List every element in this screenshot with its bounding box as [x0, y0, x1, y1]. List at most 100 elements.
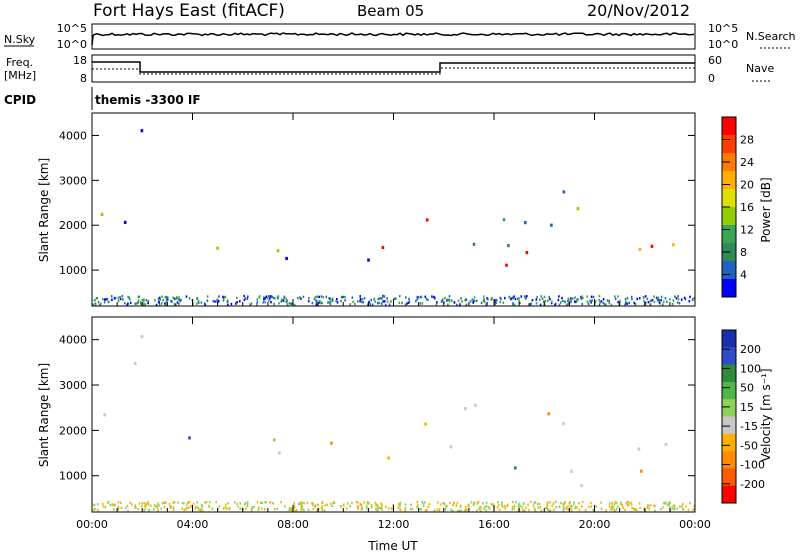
echo-cell	[689, 502, 691, 505]
echo-cell	[156, 506, 159, 509]
echo-cell	[668, 501, 671, 504]
echo-cell	[94, 299, 96, 302]
echo-cell	[147, 299, 150, 303]
echo-cell	[656, 298, 659, 302]
echo-cell	[505, 263, 508, 267]
echo-cell	[568, 502, 571, 505]
echo-cell	[160, 507, 163, 510]
echo-cell	[162, 299, 164, 302]
echo-cell	[681, 507, 684, 511]
echo-cell	[114, 503, 116, 506]
echo-cell	[610, 508, 612, 511]
echo-cell	[140, 302, 142, 306]
echo-cell	[551, 504, 554, 507]
echo-cell	[177, 501, 179, 504]
echo-cell	[625, 501, 628, 505]
echo-cell	[258, 295, 261, 298]
power-x-ticks	[91, 113, 696, 306]
echo-cell	[586, 300, 589, 303]
echo-cell	[570, 509, 573, 512]
echo-cell	[448, 295, 451, 298]
echo-cell	[446, 298, 448, 301]
echo-cell	[170, 299, 172, 303]
echo-cell	[541, 297, 544, 300]
echo-cell	[453, 301, 456, 304]
echo-cell	[579, 296, 582, 299]
echo-cell	[106, 297, 108, 301]
echo-cell	[486, 303, 488, 306]
echo-cell	[245, 507, 247, 510]
echo-cell	[378, 506, 380, 509]
colorbar-swatch	[722, 416, 736, 435]
nsky-tick-bottom: 10^0	[57, 38, 87, 51]
echo-cell	[687, 508, 690, 512]
echo-cell	[379, 297, 381, 300]
echo-cell	[186, 501, 189, 505]
echo-cell	[428, 503, 431, 506]
echo-cell	[216, 246, 219, 250]
echo-cell	[408, 297, 410, 301]
echo-cell	[268, 299, 270, 302]
echo-cell	[154, 505, 157, 508]
echo-cell	[592, 295, 595, 299]
echo-cell	[320, 301, 322, 305]
echo-cell	[375, 503, 377, 507]
echo-cell	[293, 502, 295, 505]
velocity-colorbar-label: Velocity [m s⁻¹]	[759, 368, 773, 461]
echo-cell	[563, 506, 565, 510]
echo-cell	[594, 299, 597, 303]
echo-cell	[257, 508, 260, 512]
echo-cell	[602, 298, 605, 301]
echo-cell	[398, 294, 401, 298]
echo-cell	[501, 501, 503, 504]
echo-cell	[204, 501, 206, 504]
echo-cell	[283, 297, 285, 300]
echo-cell	[477, 500, 480, 504]
echo-cell	[197, 301, 200, 304]
echo-cell	[161, 295, 163, 298]
echo-cell	[381, 508, 383, 511]
echo-cell	[614, 297, 617, 301]
echo-cell	[476, 502, 478, 505]
freq-trace	[92, 61, 695, 73]
echo-cell	[359, 297, 362, 301]
echo-cell	[539, 303, 542, 306]
echo-cell	[218, 295, 220, 298]
echo-cell	[165, 301, 168, 304]
echo-cell	[482, 502, 484, 505]
echo-cell	[459, 504, 462, 507]
echo-cell	[170, 505, 173, 509]
echo-cell	[378, 301, 381, 305]
echo-cell	[166, 296, 169, 299]
echo-cell	[554, 303, 556, 306]
echo-cell	[359, 300, 361, 303]
echo-cell	[256, 303, 258, 306]
echo-cell	[693, 296, 695, 300]
echo-cell	[172, 296, 175, 299]
echo-cell	[494, 302, 496, 306]
echo-cell	[550, 301, 553, 305]
echo-cell	[133, 361, 137, 366]
echo-cell	[127, 302, 129, 305]
echo-cell	[680, 298, 683, 301]
echo-cell	[518, 297, 520, 300]
echo-cell	[236, 296, 238, 300]
echo-cell	[513, 295, 515, 298]
echo-cell	[502, 505, 504, 508]
echo-cell	[458, 509, 461, 512]
echo-cell	[280, 300, 282, 303]
echo-cell	[278, 451, 281, 455]
echo-cell	[497, 500, 499, 504]
echo-cell	[264, 508, 266, 511]
echo-cell	[674, 507, 676, 510]
echo-cell	[124, 301, 126, 305]
echo-cell	[188, 501, 190, 504]
colorbar-tick-label: 100	[740, 362, 761, 375]
echo-cell	[239, 300, 241, 303]
echo-cell	[198, 508, 200, 511]
echo-cell	[578, 502, 580, 505]
echo-cell	[142, 303, 145, 306]
echo-cell	[246, 503, 249, 506]
echo-cell	[351, 501, 353, 505]
echo-cell	[112, 508, 115, 511]
